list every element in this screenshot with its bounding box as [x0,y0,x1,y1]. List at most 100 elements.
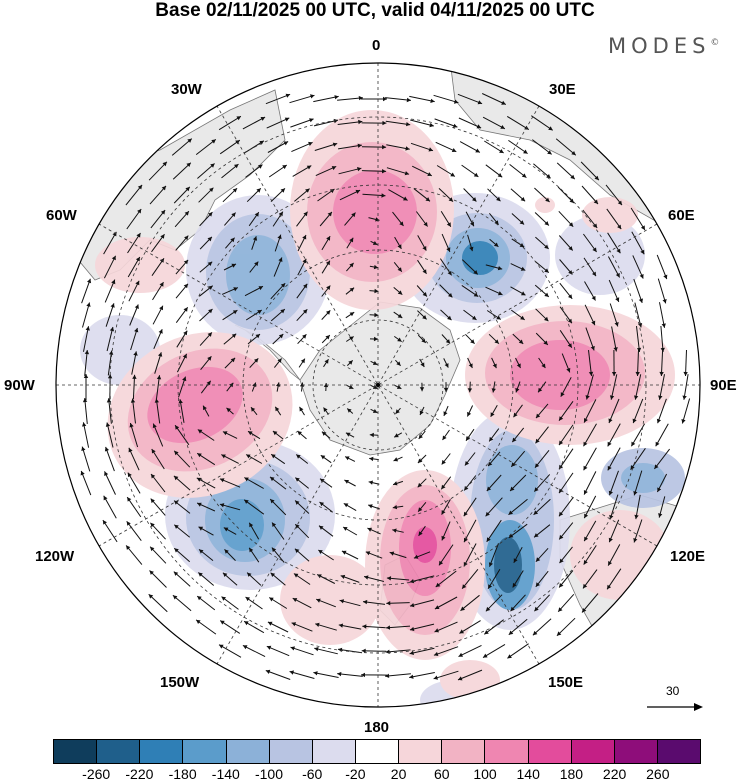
wind-arrow [681,398,691,424]
wind-arrow-head [256,188,261,193]
wind-arrow-head [325,260,330,266]
wind-arrow-head [583,583,588,589]
wind-arrow [218,115,242,131]
colorbar-swatch [657,740,701,763]
wind-arrow-head [159,305,163,311]
wind-arrow-head [406,122,411,127]
wind-arrow-head [441,459,446,465]
wind-arrow [107,350,113,376]
map-title: Base 02/11/2025 00 UTC, valid 04/11/2025… [155,0,595,21]
wind-arrow-head [249,547,254,553]
wind-arrow-head [452,123,458,128]
wind-arrow-head [368,504,373,509]
wind-arrow-head [275,406,280,412]
wind-arrow-head [172,595,178,600]
wind-arrow-head [535,438,540,444]
wind-arrow-head [126,521,131,526]
colorbar [53,739,701,764]
wind-arrow-head [421,338,426,343]
wind-arrow-head [270,476,275,482]
wind-arrow-head [361,672,365,678]
wind-arrow-head [150,522,155,528]
wind-arrow-head [207,332,212,337]
wind-arrow-head [184,235,189,241]
wind-arrow-head [185,186,190,192]
wind-arrow-head [532,630,538,636]
wind-arrow-head [289,670,294,675]
wind-arrow-head [339,599,345,604]
wind-arrow-head [173,571,179,576]
wind-arrow-head [334,95,339,100]
wind-arrow-head [386,601,391,606]
wind-arrow-head [341,550,347,555]
wind-arrow-head [224,549,229,554]
wind-arrow-head [82,398,88,403]
wind-arrow-head [374,288,379,294]
wind-arrow-head [535,463,540,468]
wind-arrow-head [355,189,361,194]
wind-arrow [683,374,689,400]
wind-arrow-head [559,511,564,517]
wind-arrow-head [234,164,239,169]
wind-arrow-head [128,447,133,453]
wind-arrow-head [511,462,516,467]
wind-arrow-head [80,470,85,476]
colorbar-swatch [54,740,98,763]
wind-arrow-head [521,173,527,178]
wind-arrow-head [545,197,550,202]
wind-arrow-head [382,120,387,126]
wind-arrow-head [592,247,597,252]
wind-arrow [434,118,458,128]
lon-label-0: 0 [372,37,381,54]
wind-arrow-head [109,350,114,355]
wind-arrow-head [209,187,214,192]
map-boundary [55,62,701,708]
wind-arrow-head [417,482,423,488]
wind-arrow [361,650,387,652]
wind-arrow-head [349,312,355,317]
wind-arrow-head [183,259,189,265]
wind-arrow-head [420,362,425,367]
wind-arrow-head [132,374,137,379]
wind-arrow-head [655,441,660,447]
wind-arrow-head [344,480,349,484]
wind-arrow [126,208,142,230]
lon-label-30w: 30W [171,81,202,98]
wind-arrow-head [592,271,596,277]
wind-arrow-head [507,654,512,659]
pole-marker [376,383,380,387]
wind-arrow-head [508,533,514,538]
wind-arrow-head [197,453,202,458]
wind-arrow-head [638,298,643,303]
wind-arrow-head [583,441,588,447]
colorbar-tick-label: 260 [646,766,670,782]
wind-arrow-head [485,606,491,612]
wind-arrow-head [382,144,387,150]
wind-arrow-head [196,619,201,624]
wind-arrow-head [428,147,433,152]
wind-arrow-head [496,315,501,320]
wind-arrow-head [151,474,156,479]
wind-arrow-head [252,236,258,241]
wind-arrow-head [591,320,596,326]
wind-arrow [583,495,597,519]
wind-arrow [127,472,141,494]
wind-arrow [435,570,457,588]
wind-arrow [265,670,291,680]
wind-arrow-head [568,294,573,299]
wind-arrow [82,302,90,328]
wind-arrow-head [105,422,111,427]
wind-arrow-head [422,292,427,297]
wind-arrow-head [223,527,229,532]
wind-arrow-head [271,454,276,459]
wind-arrow-head [608,537,613,543]
wind-arrow-head [464,486,469,491]
wind-arrow-head [608,490,613,496]
wind-arrow-head [473,292,479,297]
wind-arrow-head [345,432,351,437]
wind-arrow [155,398,161,424]
wind-arrow [314,647,338,655]
wind-arrow-head [173,475,179,481]
wind-arrow [634,374,642,400]
wind-arrow-head [423,222,428,227]
